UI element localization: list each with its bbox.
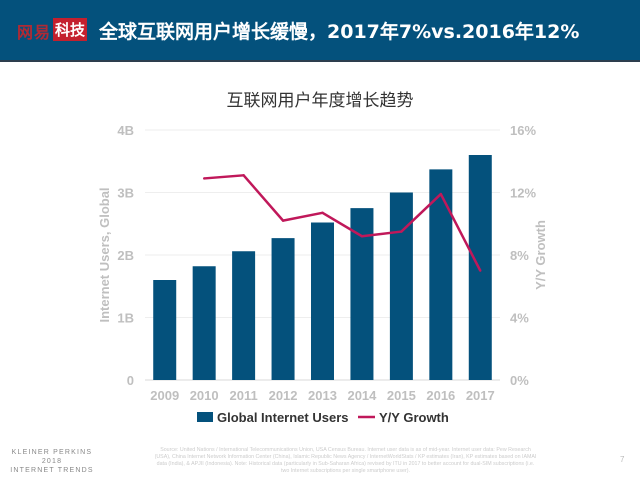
left-tick-label: 0 — [127, 373, 134, 388]
brand-line: INTERNET TRENDS — [10, 467, 94, 474]
legend-label-growth: Y/Y Growth — [379, 410, 449, 425]
bar-2014 — [350, 208, 374, 380]
source-note: Source: United Nations / International T… — [154, 447, 537, 474]
growth-line — [204, 174, 482, 272]
bar-2017 — [468, 155, 492, 380]
legend-bar-swatch — [197, 412, 213, 422]
bar-2012 — [271, 238, 295, 380]
right-tick-label: 16% — [510, 123, 536, 138]
logo-netease: 网易 — [17, 23, 52, 42]
growth-point-2015 — [400, 230, 403, 233]
right-tick-label: 0% — [510, 373, 529, 388]
bar-2015 — [389, 192, 413, 380]
x-tick-label: 2015 — [387, 388, 416, 403]
x-tick-label: 2013 — [308, 388, 337, 403]
right-tick-label: 4% — [510, 311, 529, 326]
growth-point-2017 — [479, 269, 482, 272]
bar-2009 — [153, 280, 177, 380]
brand-line: 2018 — [41, 458, 63, 465]
growth-point-2016 — [439, 192, 443, 196]
x-tick-label: 2009 — [150, 388, 179, 403]
page-number: 7 — [620, 455, 625, 464]
left-tick-label: 1B — [117, 311, 134, 326]
growth-point-2012 — [281, 219, 285, 222]
x-tick-label: 2017 — [466, 388, 495, 403]
x-tick-label: 2010 — [190, 388, 219, 403]
x-tick-label: 2014 — [347, 388, 377, 403]
brand-line: KLEINER PERKINS — [11, 449, 93, 456]
footer-brand: KLEINER PERKINS 2018 INTERNET TRENDS — [6, 448, 98, 475]
left-tick-label: 3B — [117, 186, 134, 201]
growth-point-2011 — [242, 174, 245, 177]
bar-2016 — [429, 169, 453, 380]
right-tick-label: 12% — [510, 186, 536, 201]
growth-point-2014 — [360, 235, 364, 238]
headline: 全球互联网用户增长缓慢，2017年7%vs.2016年12% — [99, 21, 580, 43]
left-axis-label: Internet Users, Global — [97, 187, 112, 322]
bar-2011 — [232, 251, 256, 380]
growth-point-2013 — [321, 211, 324, 215]
chart-title: 互联网用户年度增长趋势 — [226, 91, 414, 111]
logo-tech: 科技 — [53, 18, 88, 41]
legend-label-users: Global Internet Users — [217, 410, 348, 425]
header-bar: 网易 科技 全球互联网用户增长缓慢，2017年7%vs.2016年12% — [0, 0, 640, 62]
left-tick-label: 2B — [117, 248, 134, 263]
right-tick-label: 8% — [510, 248, 529, 263]
growth-point-2010 — [202, 177, 206, 180]
bar-2013 — [311, 222, 334, 380]
bar-2010 — [192, 266, 216, 380]
x-tick-label: 2016 — [426, 388, 455, 403]
left-tick-label: 4B — [117, 123, 134, 138]
right-axis-label: Y/Y Growth — [533, 220, 548, 290]
x-tick-label: 2011 — [230, 388, 258, 403]
x-tick-label: 2012 — [269, 388, 298, 403]
